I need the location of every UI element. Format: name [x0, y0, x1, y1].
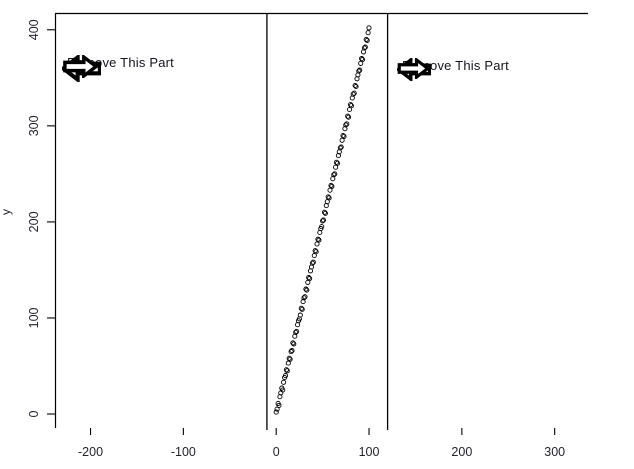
data-point — [343, 122, 349, 128]
data-point — [304, 287, 310, 293]
data-point — [321, 209, 328, 215]
data-point — [294, 328, 300, 334]
data-point — [325, 194, 331, 200]
right-block-arrow-icon — [397, 58, 430, 79]
data-point — [366, 25, 372, 31]
scatter-points — [273, 25, 372, 415]
data-point — [322, 210, 328, 216]
y-tick-label: 200 — [27, 211, 41, 232]
x-tick-label: 300 — [544, 445, 565, 459]
data-point — [364, 37, 370, 43]
data-point — [326, 195, 332, 201]
data-point — [333, 159, 340, 165]
data-point — [337, 145, 343, 151]
data-point — [315, 236, 321, 242]
data-point — [314, 241, 320, 247]
data-point — [362, 44, 368, 50]
data-point — [320, 217, 327, 223]
data-point — [290, 340, 296, 346]
data-point — [357, 67, 363, 73]
data-point — [351, 90, 357, 96]
x-tick-label: 0 — [273, 445, 280, 459]
data-point — [328, 182, 334, 188]
data-point — [345, 113, 351, 119]
data-point — [344, 121, 350, 127]
data-point — [348, 103, 354, 109]
data-point — [287, 356, 293, 362]
data-point — [333, 164, 339, 170]
data-point — [319, 224, 325, 230]
data-point — [283, 367, 289, 373]
data-point — [363, 36, 369, 42]
data-point — [339, 137, 345, 143]
y-tick-label: 300 — [27, 115, 41, 136]
data-point — [310, 259, 316, 265]
data-point — [276, 402, 282, 408]
y-axis-title: y — [0, 209, 13, 215]
data-point — [347, 102, 354, 108]
data-point — [306, 275, 312, 281]
y-tick-label: 100 — [27, 307, 41, 328]
data-point — [286, 355, 292, 361]
x-tick-label: 100 — [359, 445, 380, 459]
data-point — [289, 348, 295, 354]
data-point — [303, 286, 309, 292]
data-point — [359, 56, 365, 62]
data-point — [301, 295, 307, 301]
data-point — [338, 144, 344, 150]
data-point — [312, 248, 318, 254]
data-point — [341, 133, 347, 139]
data-point — [299, 306, 305, 312]
data-point — [298, 305, 304, 311]
data-point — [340, 132, 346, 139]
data-point — [353, 83, 359, 90]
data-point — [316, 237, 322, 243]
x-tick-label: 200 — [451, 445, 472, 459]
data-point — [291, 341, 297, 347]
annotation-remove-right: Remove This Part — [397, 58, 520, 81]
data-point — [365, 30, 371, 36]
data-point — [281, 379, 287, 385]
data-point — [293, 329, 299, 335]
y-tick-label: 0 — [27, 410, 41, 417]
data-point — [350, 91, 356, 97]
data-point — [307, 276, 313, 282]
data-point — [288, 349, 294, 355]
data-point — [334, 160, 341, 166]
vertical-lines — [266, 13, 389, 430]
data-point — [332, 171, 338, 177]
data-point — [329, 183, 335, 189]
right-block-arrow-icon — [63, 55, 99, 78]
data-point — [346, 114, 352, 120]
data-point — [331, 172, 337, 178]
data-point — [297, 312, 303, 318]
data-point — [361, 45, 367, 51]
annotation-remove-left: Remove This Part — [62, 55, 185, 82]
data-point — [320, 218, 326, 224]
y-tick-label: 400 — [27, 19, 41, 40]
data-point — [313, 249, 319, 255]
data-point — [284, 368, 290, 374]
data-point — [309, 260, 315, 266]
data-point — [280, 387, 286, 393]
data-point — [302, 294, 308, 300]
data-point — [273, 409, 279, 415]
data-point — [352, 82, 358, 89]
x-tick-label: -100 — [171, 445, 196, 459]
data-point — [359, 57, 366, 63]
y-axis-ticks: 0 100 200 300 400 — [27, 19, 56, 417]
data-point — [356, 68, 362, 74]
x-tick-label: -200 — [78, 445, 103, 459]
x-axis-ticks: -200 -100 0 100 200 300 — [78, 428, 565, 459]
data-point — [282, 373, 289, 379]
